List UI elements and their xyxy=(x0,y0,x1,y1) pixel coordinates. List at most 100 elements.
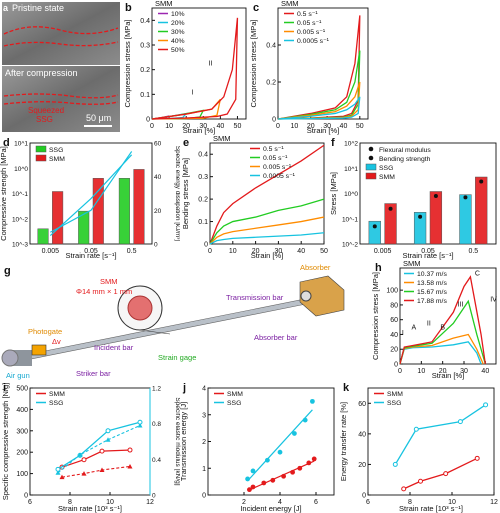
legend-label: SSG xyxy=(227,400,241,407)
legend-label: 50% xyxy=(171,47,185,54)
x-tick-label: 30 xyxy=(460,368,468,375)
y-tick-label: 0.2 xyxy=(140,67,150,74)
x-axis-label: Strain rate [s⁻¹] xyxy=(402,251,453,260)
y-tick-label: 0.4 xyxy=(140,18,150,25)
x-tick-label: 10 xyxy=(229,248,237,255)
y-tick-label: 0.1 xyxy=(198,219,208,226)
legend-label: 20% xyxy=(171,20,185,27)
series-marker-y2 xyxy=(105,437,111,442)
x-tick-label: 0 xyxy=(150,123,154,130)
x-tick-label: 50 xyxy=(234,123,242,130)
x-tick-label: 6 xyxy=(28,499,32,506)
bar-smm xyxy=(92,178,104,245)
data-point-ssg xyxy=(277,449,283,455)
y2-tick-label: 0 xyxy=(154,242,158,249)
y-tick-label: 10^1 xyxy=(344,166,358,173)
annotation-A: A xyxy=(412,324,417,331)
legend-marker xyxy=(368,155,374,161)
legend-swatch xyxy=(35,154,47,162)
x-tick-label: 0.5 xyxy=(468,248,478,255)
y-tick-label: 10^-2 xyxy=(12,216,28,223)
legend-label: Bending strength xyxy=(379,156,431,163)
ssg-label: SSG xyxy=(36,115,53,124)
x-tick-label: 20 xyxy=(439,368,447,375)
y-tick-label: 500 xyxy=(16,386,28,393)
plot-frame xyxy=(367,387,495,496)
legend-label: 0.005 s⁻¹ xyxy=(263,164,292,171)
strain-gage-label: Strain gage xyxy=(158,353,196,362)
series-line-4 xyxy=(151,17,239,120)
panel-g-letter: g xyxy=(4,265,11,277)
x-axis-label: Strain [%] xyxy=(307,126,340,135)
series-marker xyxy=(474,455,480,461)
series-marker-y2 xyxy=(59,474,65,480)
legend-label: SSG xyxy=(49,147,63,154)
panel-f-letter: f xyxy=(331,137,335,149)
series-line-y2-0 xyxy=(61,465,131,478)
y-tick-label: 200 xyxy=(16,450,28,457)
legend-label: 0.5 s⁻¹ xyxy=(297,11,318,18)
series-marker-y2 xyxy=(99,467,105,473)
annotation-IV: IV xyxy=(490,297,497,304)
y-tick-label: 1 xyxy=(202,466,206,473)
y-tick-label: 10^-1 xyxy=(342,216,358,223)
legend-label: 0.0005 s⁻¹ xyxy=(297,38,330,45)
x-tick-label: 40 xyxy=(297,248,305,255)
bar-ssg xyxy=(368,220,381,245)
air-gun-label: Air gun xyxy=(6,371,30,380)
bar-ssg xyxy=(37,228,49,245)
y-axis-label: Compressive strength [MPa] xyxy=(0,146,8,241)
legend-label: 0.05 s⁻¹ xyxy=(297,20,322,27)
series-line-1 xyxy=(209,198,325,245)
panel-a-letter: a xyxy=(3,3,9,13)
x-tick-label: 6 xyxy=(366,499,370,506)
y-tick-label: 0 xyxy=(202,493,206,500)
bar-smm xyxy=(429,191,443,245)
bar-smm xyxy=(133,169,145,245)
material-label: SMM xyxy=(213,135,231,143)
series-line-1 xyxy=(394,404,486,465)
legend-swatch xyxy=(365,172,377,180)
series-marker xyxy=(483,402,489,408)
bar-ssg xyxy=(78,210,90,245)
plot-frame xyxy=(29,142,153,245)
legend-label: SSG xyxy=(49,400,63,407)
y-tick-label: 10^-3 xyxy=(12,242,28,249)
x-tick-label: 10 xyxy=(417,368,425,375)
panel-c-chart: c 0 10 20 30 40 50 0 0.2 0.4 Strain [%] Compression… xyxy=(250,0,369,135)
y-tick-label: 0 xyxy=(146,117,150,124)
series-marker xyxy=(81,457,87,463)
transmission-bar-label: Transmission bar xyxy=(226,293,284,302)
y-tick-label: 0 xyxy=(362,493,366,500)
panel-k-chart: k 6 8 10 12 0 20 40 60 Strain rate [10³ s⁻¹] Energ… xyxy=(340,382,498,513)
x-tick-label: 50 xyxy=(356,123,364,130)
x-tick-label: 12 xyxy=(146,499,154,506)
modulus-marker xyxy=(433,193,438,198)
legend-label: 0.05 s⁻¹ xyxy=(263,155,288,162)
annotation-II: II xyxy=(427,321,431,328)
series-line-0 xyxy=(209,144,325,245)
series-line-0 xyxy=(277,15,361,120)
annotation-I: I xyxy=(402,330,404,337)
series-line-1 xyxy=(57,421,141,470)
series-line-3 xyxy=(399,275,486,365)
x-tick-label: 10 xyxy=(106,499,114,506)
y-tick-label: 100 xyxy=(16,471,28,478)
y-tick-label: 10^1 xyxy=(14,141,28,148)
x-tick-label: 6 xyxy=(314,499,318,506)
panel-f-chart: f 10^-2 10^-1 10^0 10^1 10^2 0.005 0.05 0.5 Strai… xyxy=(329,137,497,260)
pristine-boundary xyxy=(3,26,119,35)
panel-h-letter: h xyxy=(375,262,382,274)
compressed-boundary-2 xyxy=(3,101,119,105)
series-marker xyxy=(392,461,398,467)
after-compression-label: After compression xyxy=(5,68,78,78)
x-axis-label: Incident energy [J] xyxy=(240,504,301,513)
bar-smm xyxy=(475,176,488,245)
x-tick-label: 50 xyxy=(320,248,328,255)
series-marker-y2 xyxy=(127,463,133,469)
panel-e-letter: e xyxy=(183,137,189,149)
y-tick-label: 4 xyxy=(202,386,206,393)
panel-g-diagram: g SMM Φ14 mm × 1 mm Absorber Transmissio… xyxy=(1,263,345,380)
y-tick-label: 0 xyxy=(204,242,208,249)
x-tick-label: 4 xyxy=(278,499,282,506)
